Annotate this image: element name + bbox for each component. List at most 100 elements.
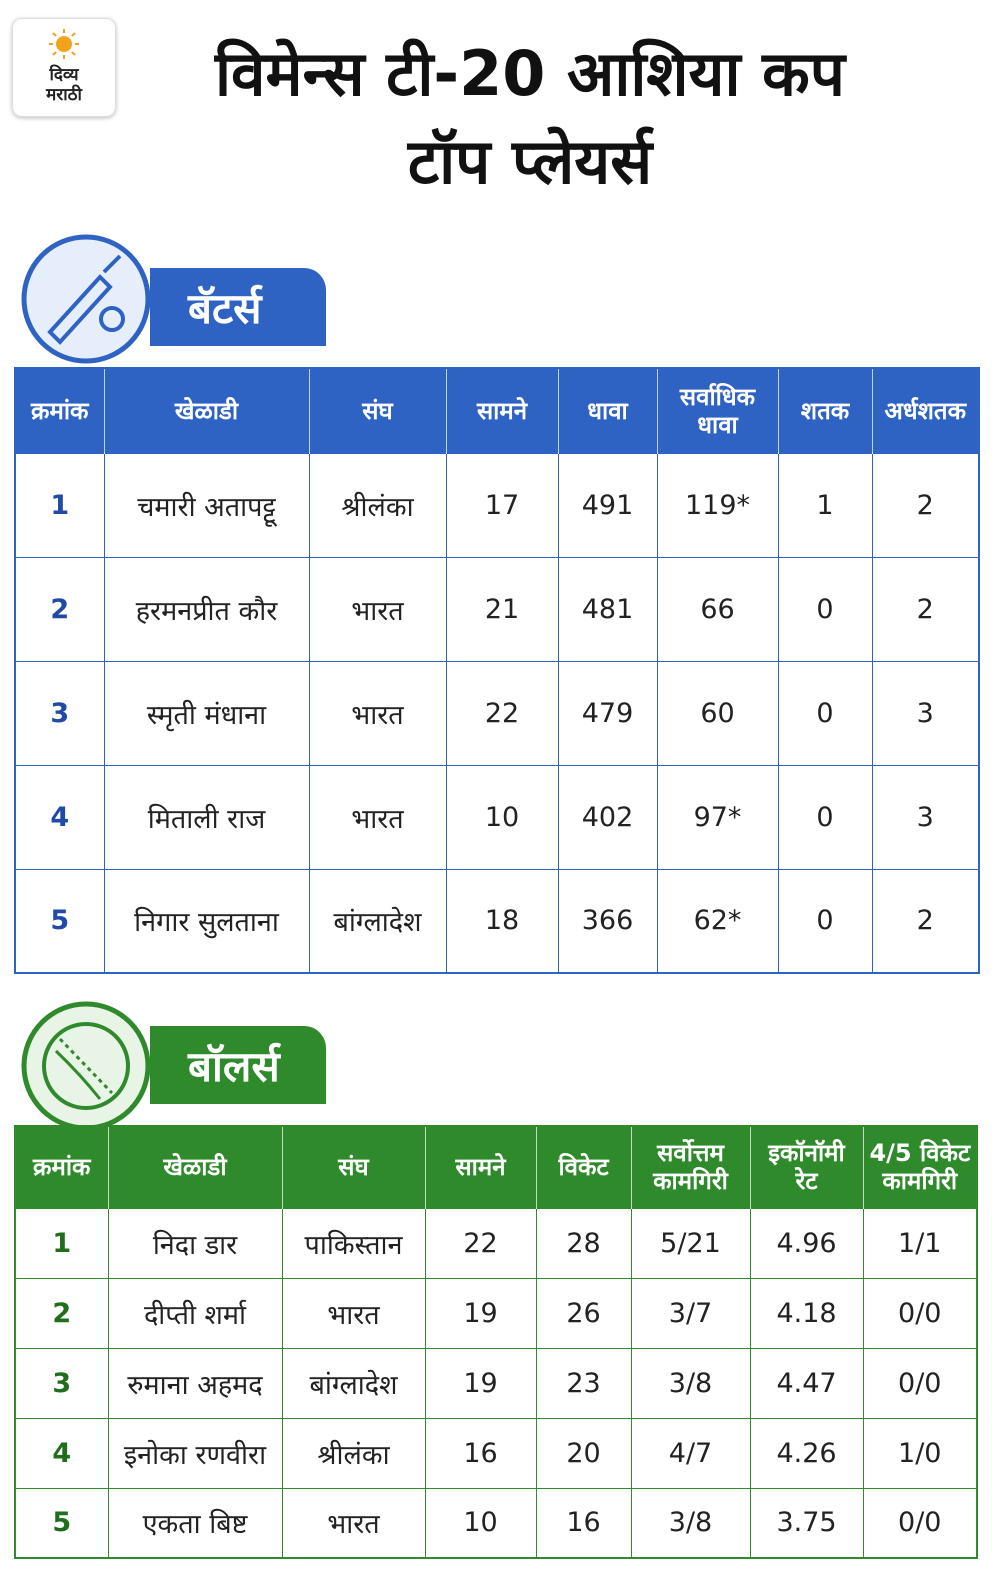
column-header: क्रमांक [15,1126,109,1208]
title: विमेन्स टी-20 आशिया कप टॉप प्लेयर्स [130,30,930,206]
cell: 4.26 [749,1417,864,1489]
cell: निगार सुलताना [103,868,310,974]
header-row: क्रमांक खेळाडी संघ सामने विकेट सर्वोत्तम कामग… [15,1126,978,1208]
column-header: संघ [282,1126,426,1208]
cell: 22 [424,1207,537,1279]
cell: श्रीलंका [308,452,447,558]
cell: 17 [445,452,559,558]
column-header: विकेट [536,1126,632,1208]
header-row: क्रमांक खेळाडी संघ सामने धावा सर्वाधिक धावा शत… [15,368,980,453]
cell: भारत [281,1487,426,1559]
column-header: खेळाडी [108,1126,283,1208]
cell: 1/0 [862,1417,978,1489]
cell: 2 [871,868,980,974]
table-row: 5 एकता बिष्ट भारत 10 16 3/8 3.75 0/0 [14,1487,978,1559]
column-header: सर्वाधिक धावा [657,368,779,453]
cell: भारत [281,1277,426,1349]
cell: एकता बिष्ट [107,1487,283,1559]
cell: रुमाना अहमद [107,1347,283,1419]
column-header: अर्धशतक [872,368,980,453]
rank: 2 [14,1277,109,1349]
cell: 20 [535,1417,632,1489]
title-line: टॉप प्लेयर्स [407,125,653,198]
cell: निदा डार [107,1207,283,1279]
logo: दिव्य मराठी [12,18,116,117]
title-line: विमेन्स टी-20 आशिया कप [215,37,845,110]
cell: 23 [535,1347,632,1419]
logo-text: दिव्य [49,65,79,85]
table-row: 4 मिताली राज भारत 10 402 97* 0 3 [14,764,980,870]
table-row: 1 निदा डार पाकिस्तान 22 28 5/21 4.96 1/1 [14,1207,978,1279]
rank: 4 [14,764,105,870]
cell: 3/7 [630,1277,751,1349]
cell: 16 [424,1417,537,1489]
cell: 4/7 [630,1417,751,1489]
rank: 5 [14,868,105,974]
bowlers-table: क्रमांक खेळाडी संघ सामने विकेट सर्वोत्तम कामग… [14,1125,978,1559]
cell: 0 [777,660,873,766]
cell: दीप्ती शर्मा [107,1277,283,1349]
cell: 16 [535,1487,632,1559]
cell: 479 [557,660,658,766]
ball-icon [21,1001,151,1131]
logo-text: मराठी [46,85,82,105]
table-row: 3 रुमाना अहमद बांग्लादेश 19 23 3/8 4.47 0/0 [14,1347,978,1419]
table-row: 3 स्मृती मंधाना भारत 22 479 60 0 3 [14,660,980,766]
column-header: क्रमांक [15,368,105,453]
rank: 1 [14,452,105,558]
cell: 4.18 [749,1277,864,1349]
column-header: सर्वोत्तम कामगिरी [631,1126,751,1208]
cell: 2 [871,452,980,558]
cell: 19 [424,1347,537,1419]
cell: स्मृती मंधाना [103,660,310,766]
rank: 2 [14,556,105,662]
rank: 3 [14,1347,109,1419]
cell: 97* [656,764,779,870]
cell: 491 [557,452,658,558]
cell: 62* [656,868,779,974]
cell: 19 [424,1277,537,1349]
column-header: सामने [446,368,559,453]
cell: 0 [777,868,873,974]
cell: चमारी अतापट्टू [103,452,310,558]
cell: 3.75 [749,1487,864,1559]
cell: 3 [871,764,980,870]
rank: 5 [14,1487,109,1559]
cell: बांग्लादेश [281,1347,426,1419]
cell: 4.47 [749,1347,864,1419]
column-header: 4/5 विकेट कामगिरी [863,1126,978,1208]
cell: 0/0 [862,1277,978,1349]
cell: 22 [445,660,559,766]
cell: 2 [871,556,980,662]
cell: 0/0 [862,1347,978,1419]
cell: भारत [308,764,447,870]
rank: 1 [14,1207,109,1279]
column-header: खेळाडी [104,368,310,453]
cell: भारत [308,660,447,766]
bat-icon [21,234,151,364]
cell: हरमनप्रीत कौर [103,556,310,662]
cell: 0/0 [862,1487,978,1559]
section-tab: बॉलर्स [150,1026,326,1104]
cell: श्रीलंका [281,1417,426,1489]
column-header: शतक [778,368,873,453]
table-row: 2 हरमनप्रीत कौर भारत 21 481 66 0 2 [14,556,980,662]
batters-table: क्रमांक खेळाडी संघ सामने धावा सर्वाधिक धावा शत… [14,367,980,974]
cell: 366 [557,868,658,974]
table-row: 5 निगार सुलताना बांग्लादेश 18 366 62* 0 2 [14,868,980,974]
cell: 119* [656,452,779,558]
cell: 10 [424,1487,537,1559]
cell: 4.96 [749,1207,864,1279]
section-tab: बॅटर्स [150,268,326,346]
cell: 0 [777,556,873,662]
cell: 0 [777,764,873,870]
cell: 3/8 [630,1347,751,1419]
table-row: 2 दीप्ती शर्मा भारत 19 26 3/7 4.18 0/0 [14,1277,978,1349]
cell: 60 [656,660,779,766]
column-header: धावा [558,368,658,453]
cell: 3 [871,660,980,766]
column-header: संघ [309,368,447,453]
cell: इनोका रणवीरा [107,1417,283,1489]
cell: भारत [308,556,447,662]
